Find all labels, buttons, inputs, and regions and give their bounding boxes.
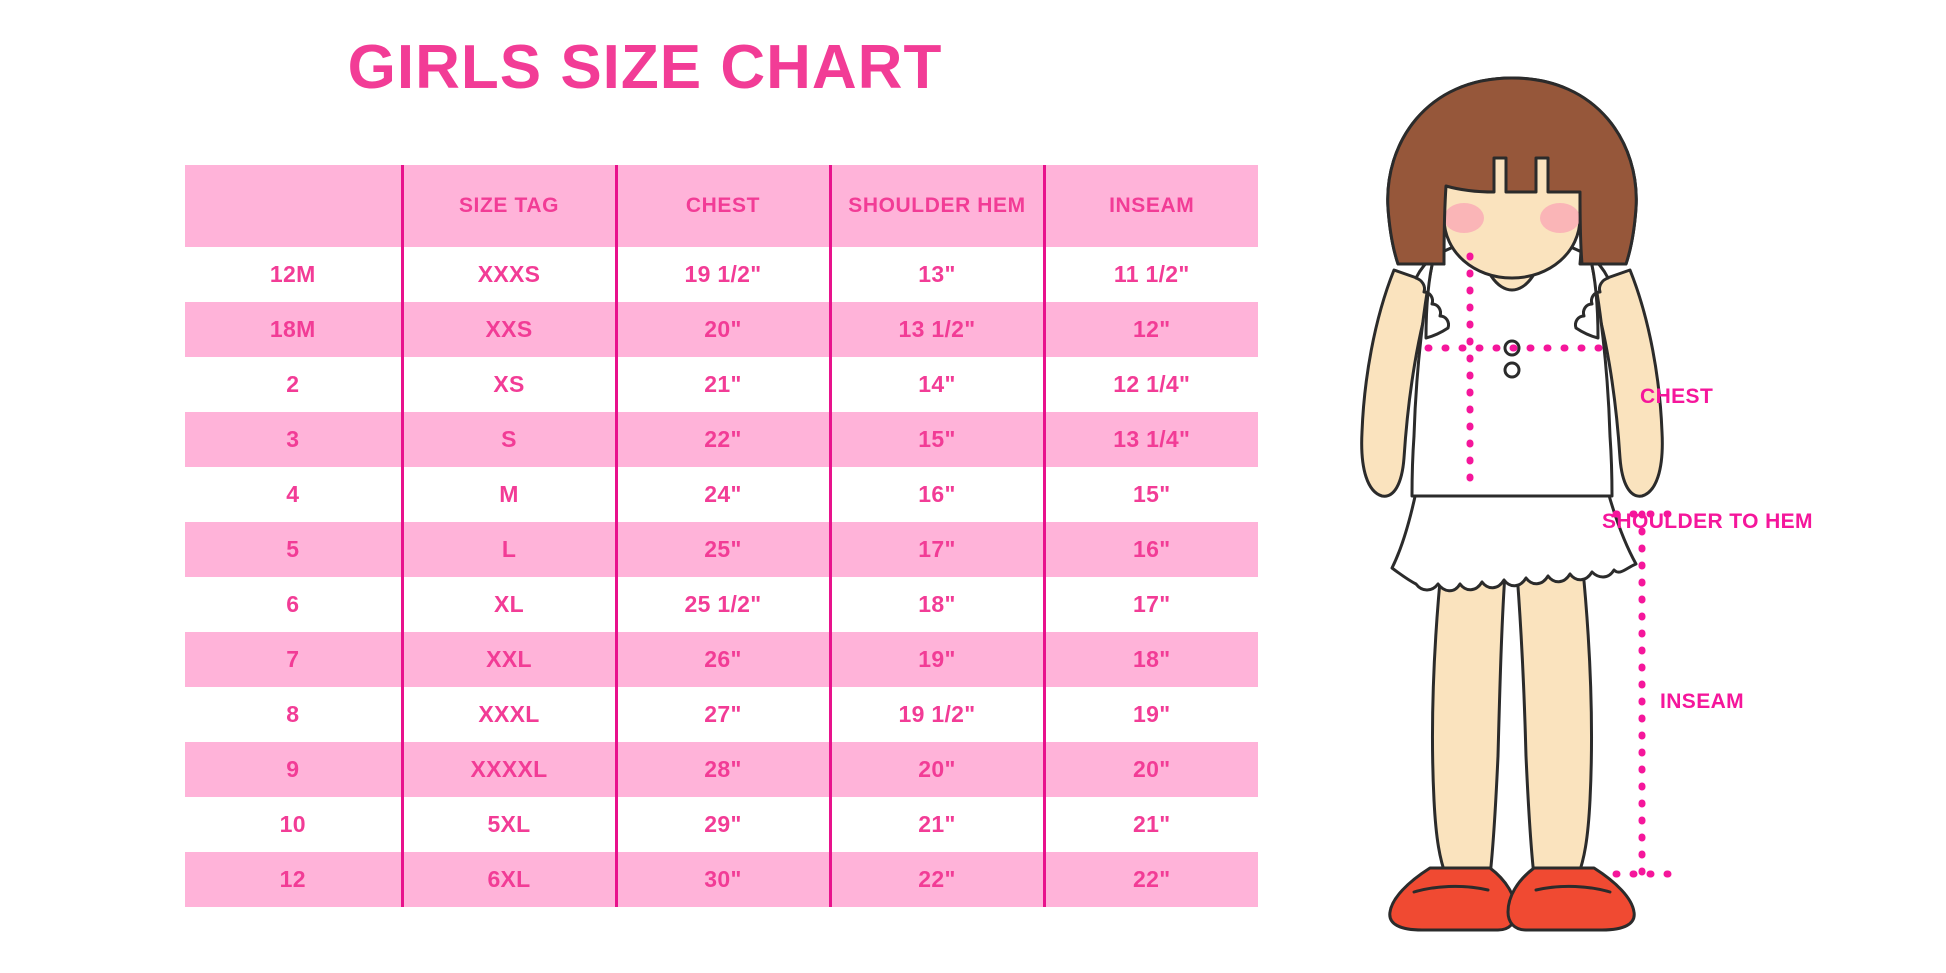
cell-chest: 26" — [614, 632, 830, 687]
cell-size: 9 — [185, 742, 402, 797]
column-header-size-tag: SIZE TAG — [400, 165, 616, 247]
table-row: 10 5XL 29" 21" 21" — [185, 797, 1258, 852]
cell-size: 2 — [185, 357, 402, 412]
cell-size-tag: 6XL — [400, 852, 616, 907]
cell-size-tag: S — [400, 412, 616, 467]
cell-size-tag: 5XL — [400, 797, 616, 852]
cell-inseam: 12" — [1042, 302, 1258, 357]
cell-shoulder-hem: 21" — [828, 797, 1044, 852]
button-bottom — [1503, 361, 1521, 379]
cell-size: 12M — [185, 247, 402, 302]
cell-chest: 30" — [614, 852, 830, 907]
cell-inseam: 21" — [1042, 797, 1258, 852]
blush-left — [1444, 203, 1484, 233]
label-chest: CHEST — [1640, 385, 1714, 408]
cell-inseam: 18" — [1042, 632, 1258, 687]
cell-shoulder-hem: 19" — [828, 632, 1044, 687]
shoes-group — [1388, 866, 1636, 932]
ruffled-skirt — [1390, 490, 1638, 593]
cell-inseam: 22" — [1042, 852, 1258, 907]
table-row: 2 XS 21" 14" 12 1/4" — [185, 357, 1258, 412]
cell-inseam: 20" — [1042, 742, 1258, 797]
cell-chest: 28" — [614, 742, 830, 797]
arms-group — [1360, 268, 1664, 498]
column-header-inseam: INSEAM — [1042, 165, 1258, 247]
cell-size-tag: XXXL — [400, 687, 616, 742]
cell-size: 3 — [185, 412, 402, 467]
table-row: 12M XXXS 19 1/2" 13" 11 1/2" — [185, 247, 1258, 302]
cell-chest: 21" — [614, 357, 830, 412]
column-header-chest: CHEST — [614, 165, 830, 247]
cell-size: 10 — [185, 797, 402, 852]
legs-group — [1430, 558, 1594, 878]
cell-shoulder-hem: 13" — [828, 247, 1044, 302]
blush-right — [1540, 203, 1580, 233]
cell-size-tag: L — [400, 522, 616, 577]
cell-size: 18M — [185, 302, 402, 357]
ruffle-sleeve-left — [1414, 254, 1450, 340]
table-row: 4 M 24" 16" 15" — [185, 467, 1258, 522]
size-chart-table-container: SIZE TAG CHEST SHOULDER HEM INSEAM 12M XX… — [185, 165, 1258, 907]
cell-size-tag: XL — [400, 577, 616, 632]
cell-chest: 29" — [614, 797, 830, 852]
cell-size-tag: XXL — [400, 632, 616, 687]
table-header: SIZE TAG CHEST SHOULDER HEM INSEAM — [185, 165, 1258, 247]
hair-bangs — [1386, 76, 1638, 266]
column-header-shoulder-hem: SHOULDER HEM — [828, 165, 1044, 247]
cell-shoulder-hem: 16" — [828, 467, 1044, 522]
cell-shoulder-hem: 14" — [828, 357, 1044, 412]
cell-shoulder-hem: 20" — [828, 742, 1044, 797]
table-header-row: SIZE TAG CHEST SHOULDER HEM INSEAM — [185, 165, 1258, 247]
table-body: 12M XXXS 19 1/2" 13" 11 1/2" 18M XXS 20" 13 1/2"… — [185, 247, 1258, 907]
measurement-guides — [1424, 252, 1672, 878]
table-row: 6 XL 25 1/2" 18" 17" — [185, 577, 1258, 632]
cell-shoulder-hem: 15" — [828, 412, 1044, 467]
cell-size: 7 — [185, 632, 402, 687]
girl-figure-illustration: CHEST SHOULDER TO HEM INSEAM — [1330, 40, 1946, 940]
cell-chest: 20" — [614, 302, 830, 357]
page-title: GIRLS SIZE CHART — [347, 33, 943, 102]
table-row: 3 S 22" 15" 13 1/4" — [185, 412, 1258, 467]
cell-size: 8 — [185, 687, 402, 742]
cell-size-tag: M — [400, 467, 616, 522]
cell-size-tag: XS — [400, 357, 616, 412]
label-inseam: INSEAM — [1660, 690, 1745, 713]
table-row: 5 L 25" 17" 16" — [185, 522, 1258, 577]
cell-inseam: 16" — [1042, 522, 1258, 577]
table-row: 7 XXL 26" 19" 18" — [185, 632, 1258, 687]
cell-size: 6 — [185, 577, 402, 632]
cell-shoulder-hem: 19 1/2" — [828, 687, 1044, 742]
cell-inseam: 17" — [1042, 577, 1258, 632]
cell-size-tag: XXXXL — [400, 742, 616, 797]
table-row: 8 XXXL 27" 19 1/2" 19" — [185, 687, 1258, 742]
cell-size-tag: XXXS — [400, 247, 616, 302]
size-chart-table: SIZE TAG CHEST SHOULDER HEM INSEAM 12M XX… — [185, 165, 1258, 907]
cell-inseam: 13 1/4" — [1042, 412, 1258, 467]
table-row: 12 6XL 30" 22" 22" — [185, 852, 1258, 907]
cell-chest: 19 1/2" — [614, 247, 830, 302]
cell-shoulder-hem: 13 1/2" — [828, 302, 1044, 357]
cell-chest: 27" — [614, 687, 830, 742]
cell-inseam: 11 1/2" — [1042, 247, 1258, 302]
cell-inseam: 15" — [1042, 467, 1258, 522]
cell-chest: 22" — [614, 412, 830, 467]
cell-inseam: 19" — [1042, 687, 1258, 742]
column-header-size — [185, 165, 402, 247]
cell-chest: 24" — [614, 467, 830, 522]
cell-size: 4 — [185, 467, 402, 522]
cell-chest: 25 1/2" — [614, 577, 830, 632]
table-row: 18M XXS 20" 13 1/2" 12" — [185, 302, 1258, 357]
cell-size: 5 — [185, 522, 402, 577]
ruffle-sleeve-right — [1574, 254, 1610, 340]
cell-size: 12 — [185, 852, 402, 907]
cell-size-tag: XXS — [400, 302, 616, 357]
cell-chest: 25" — [614, 522, 830, 577]
girl-figure-svg — [1360, 76, 1672, 932]
table-row: 9 XXXXL 28" 20" 20" — [185, 742, 1258, 797]
cell-shoulder-hem: 18" — [828, 577, 1044, 632]
label-shoulder-to-hem: SHOULDER TO HEM — [1602, 510, 1813, 533]
cell-shoulder-hem: 22" — [828, 852, 1044, 907]
cell-inseam: 12 1/4" — [1042, 357, 1258, 412]
cell-shoulder-hem: 17" — [828, 522, 1044, 577]
